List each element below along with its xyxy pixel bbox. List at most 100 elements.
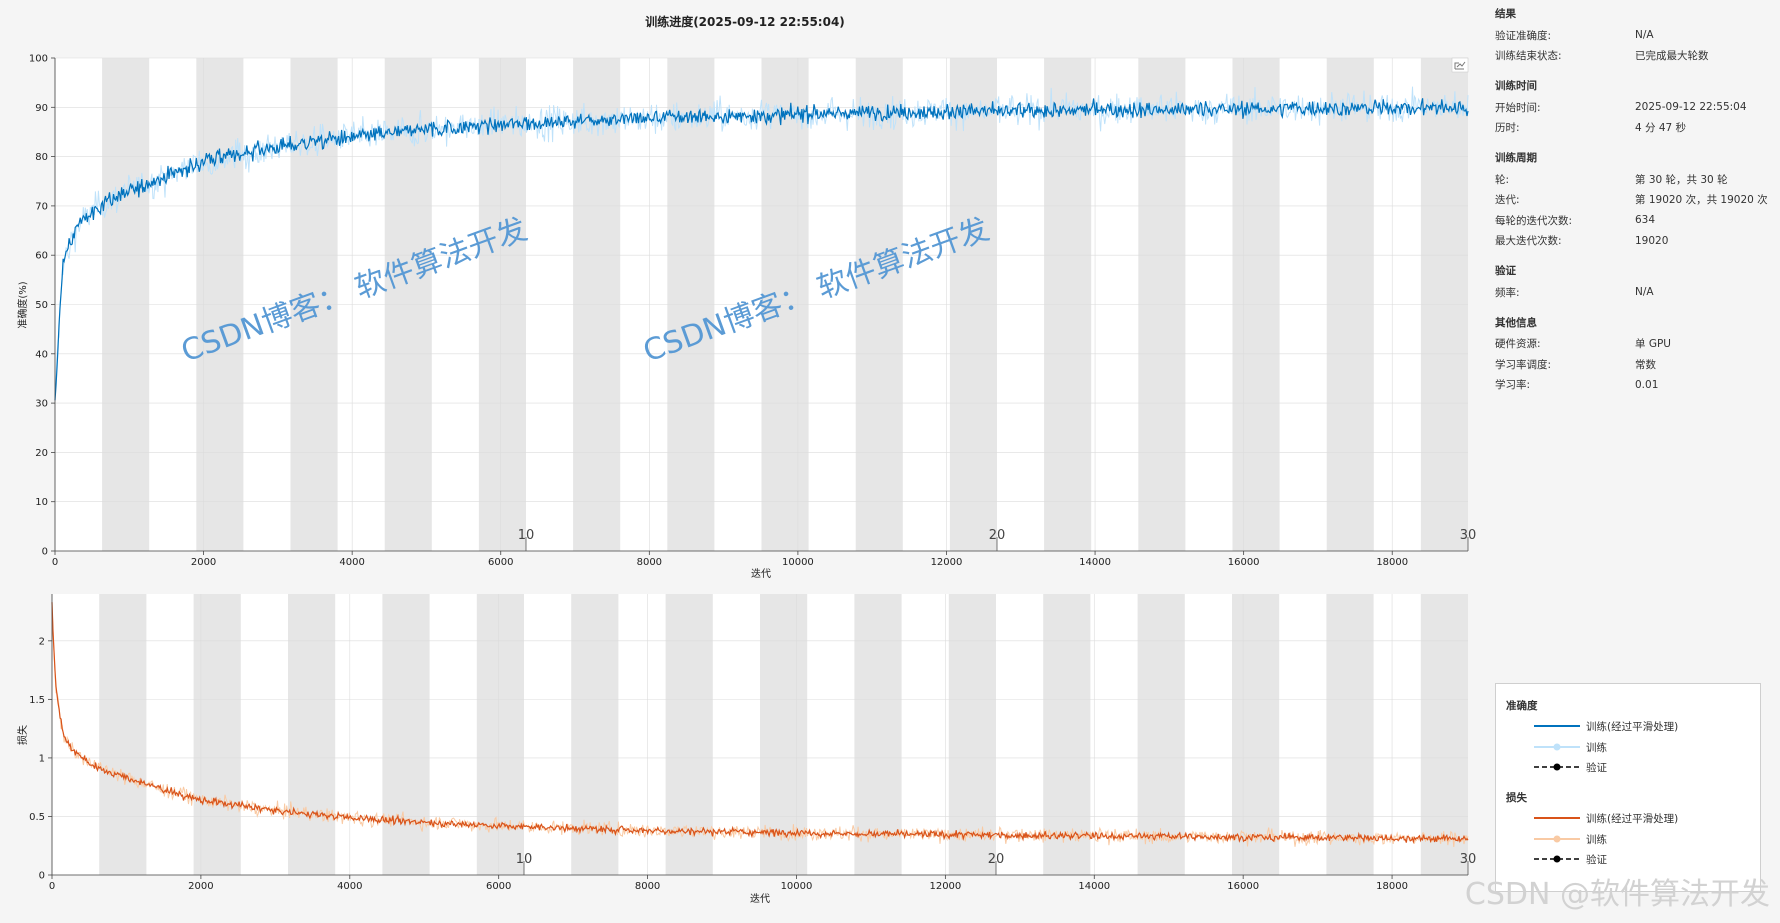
legend-label: 验证 (1586, 853, 1607, 866)
x-tick-label: 2000 (188, 881, 213, 892)
accuracy-ylabel: 准确度(%) (16, 281, 29, 328)
legend: 准确度 训练(经过平滑处理) 训练 验证 损失 训练(经过平滑处理) 训练 验证 (1495, 683, 1761, 892)
x-tick-label: 14000 (1078, 881, 1110, 892)
info-value: 已完成最大轮数 (1635, 50, 1709, 63)
epoch-band (1420, 594, 1468, 875)
raw-series-line (54, 86, 1469, 396)
legend-accuracy-smoothed: 训练(经过平滑处理) (1534, 718, 1678, 734)
dashed-marker-swatch-icon (1534, 855, 1580, 863)
x-tick-label: 10000 (782, 557, 814, 568)
loss-plot: 00.511.520 2000 4000 6000 8000 10000 12000 1400… (16, 594, 1476, 905)
legend-label: 训练 (1586, 741, 1607, 754)
loss-smoothed-series (51, 602, 1469, 845)
info-key: 训练结束状态: (1495, 50, 1562, 63)
accuracy-smoothed-series (54, 98, 1469, 401)
info-row: 训练结束状态: 已完成最大轮数 (1495, 46, 1775, 67)
x-tick-label: 6000 (486, 881, 511, 892)
info-row: 轮: 第 30 轮，共 30 轮 (1495, 169, 1775, 190)
loss-axes: 00.511.520 2000 4000 6000 8000 10000 12000 1400… (29, 594, 1476, 892)
x-tick-label: 10000 (781, 881, 813, 892)
y-tick-label: 2 (39, 636, 45, 647)
info-key: 开始时间: (1495, 101, 1541, 114)
legend-label: 训练(经过平滑处理) (1586, 812, 1679, 825)
x-tick-label: 14000 (1079, 557, 1111, 568)
epoch-band (476, 594, 524, 875)
x-tick-label: 18000 (1376, 881, 1408, 892)
info-section-training-cycle: 训练周期 轮: 第 30 轮，共 30 轮 迭代: 第 19020 次，共 1902… (1495, 150, 1775, 251)
x-tick-label: 8000 (637, 557, 662, 568)
legend-loss-raw: 训练 (1534, 831, 1607, 847)
epoch-band (288, 594, 336, 875)
info-row: 开始时间: 2025-09-12 22:55:04 (1495, 97, 1775, 118)
y-tick-label: 40 (35, 349, 48, 360)
x-tick-label: 18000 (1376, 557, 1408, 568)
section-title: 其他信息 (1495, 316, 1537, 329)
info-row: 每轮的迭代次数: 634 (1495, 210, 1775, 231)
accuracy-axes: 0 10 20 30 40 50 60 70 80 90 100 0 2000 4000 6000 8000 1… (29, 54, 1476, 569)
x-tick-label: 8000 (635, 881, 660, 892)
info-row: 硬件资源: 单 GPU (1495, 334, 1775, 355)
info-key: 频率: (1495, 286, 1520, 299)
smoothed-series-line (54, 98, 1469, 401)
line-marker-swatch-icon (1534, 743, 1580, 751)
info-section-other: 其他信息 硬件资源: 单 GPU 学习率调度: 常数 学习率: 0.01 (1495, 315, 1775, 396)
section-title: 结果 (1495, 8, 1516, 20)
y-tick-label: 0.5 (29, 812, 45, 823)
info-value: 单 GPU (1635, 338, 1671, 351)
epoch-band (1326, 594, 1374, 875)
x-tick-label: 12000 (931, 557, 963, 568)
info-value: 第 30 轮，共 30 轮 (1635, 173, 1728, 186)
info-value: 常数 (1635, 358, 1656, 371)
info-section-validation: 验证 频率: N/A (1495, 263, 1775, 303)
legend-label: 训练(经过平滑处理) (1586, 720, 1679, 733)
info-key: 硬件资源: (1495, 338, 1541, 351)
loss-xlabel: 迭代 (750, 893, 770, 905)
x-tick-label: 4000 (339, 557, 364, 568)
info-row: 迭代: 第 19020 次，共 19020 次 (1495, 190, 1775, 211)
dashed-marker-swatch-icon (1534, 763, 1580, 771)
info-value: 19020 (1635, 234, 1669, 247)
y-tick-label: 1 (39, 753, 45, 764)
section-title: 验证 (1495, 265, 1516, 277)
info-row: 验证准确度: N/A (1495, 25, 1775, 46)
info-row: 历时: 4 分 47 秒 (1495, 118, 1775, 139)
epoch-label: 10 (516, 852, 533, 867)
line-marker-swatch-icon (1534, 835, 1580, 843)
x-tick-label: 16000 (1227, 881, 1259, 892)
legend-label: 验证 (1586, 761, 1607, 774)
x-tick-label: 0 (49, 881, 55, 892)
info-key: 最大迭代次数: (1495, 235, 1562, 248)
epoch-label: 30 (1460, 852, 1477, 867)
export-icon[interactable] (1451, 57, 1469, 73)
info-value: N/A (1635, 286, 1654, 299)
x-tick-label: 4000 (337, 881, 362, 892)
epoch-band (382, 594, 430, 875)
info-row: 学习率: 0.01 (1495, 375, 1775, 396)
info-key: 学习率: (1495, 379, 1531, 392)
line-swatch-icon (1534, 725, 1580, 727)
info-value: 2025-09-12 22:55:04 (1635, 101, 1747, 114)
info-section-training-time: 训练时间 开始时间: 2025-09-12 22:55:04 历时: 4 分 47 … (1495, 78, 1775, 138)
info-key: 轮: (1495, 173, 1510, 186)
accuracy-raw-series (54, 86, 1469, 396)
epoch-label: 20 (989, 528, 1006, 543)
smoothed-series-line (51, 602, 1469, 845)
legend-loss-title: 损失 (1506, 792, 1527, 804)
y-tick-label: 20 (35, 448, 48, 459)
y-tick-label: 0 (42, 547, 48, 558)
y-tick-label: 80 (35, 152, 48, 163)
info-row: 频率: N/A (1495, 282, 1775, 303)
x-tick-label: 16000 (1228, 557, 1260, 568)
epoch-label: 10 (518, 528, 535, 543)
y-tick-label: 30 (35, 399, 48, 410)
y-tick-label: 70 (35, 201, 48, 212)
y-tick-label: 60 (35, 251, 48, 262)
info-value: N/A (1635, 29, 1654, 42)
info-value: 634 (1635, 214, 1656, 227)
line-swatch-icon (1534, 817, 1580, 819)
y-tick-label: 90 (35, 103, 48, 114)
info-panel: 结果 验证准确度: N/A 训练结束状态: 已完成最大轮数 训练时间 开始时间: 20… (1495, 6, 1775, 395)
epoch-label: 30 (1460, 528, 1477, 543)
loss-ylabel: 损失 (16, 725, 29, 745)
